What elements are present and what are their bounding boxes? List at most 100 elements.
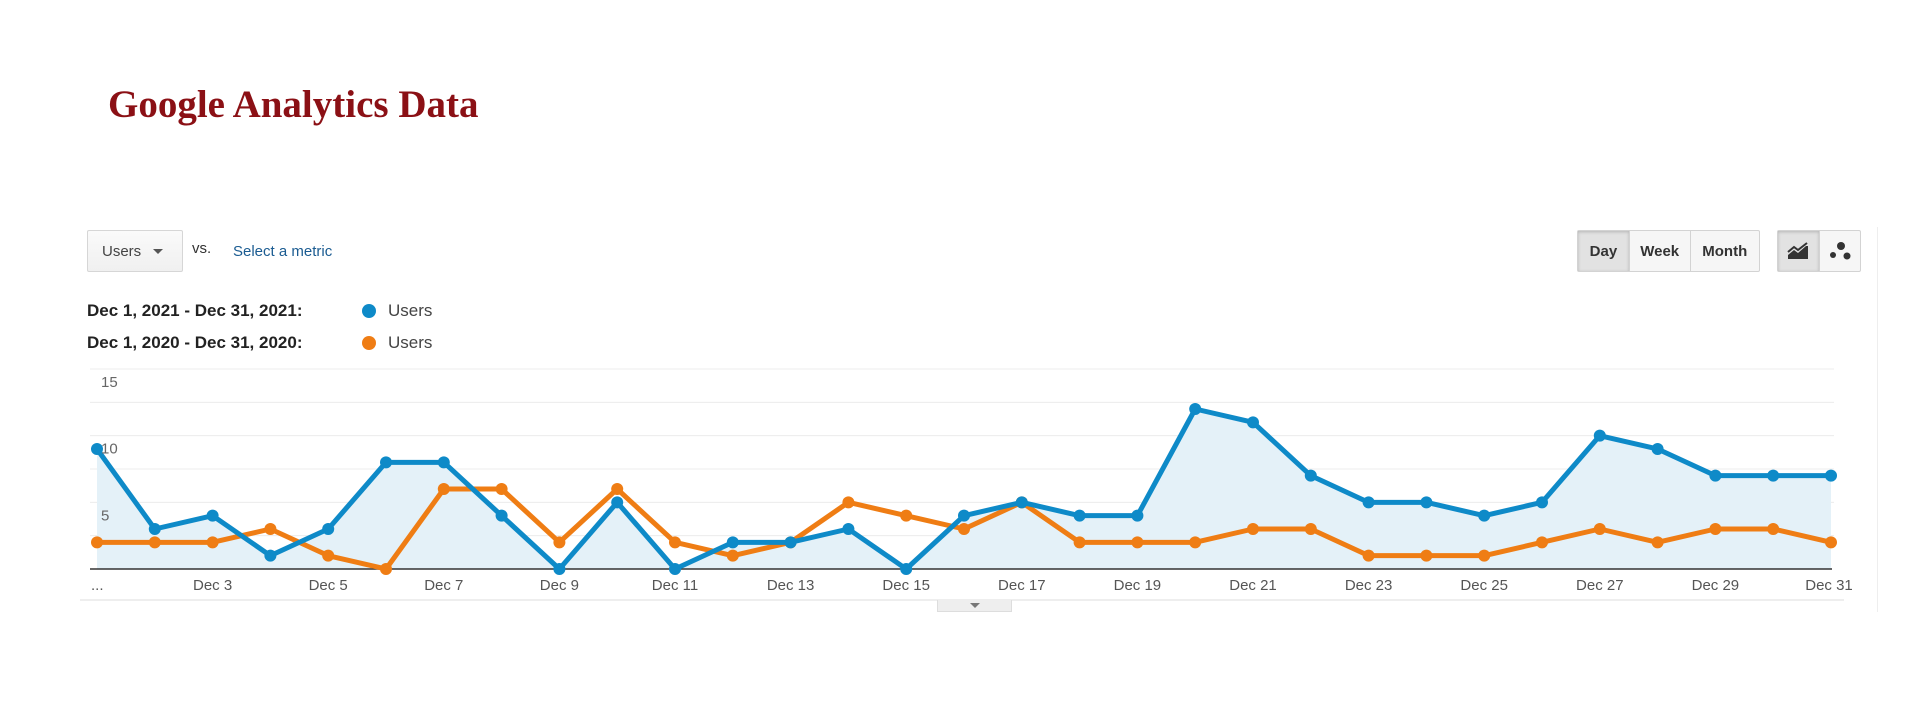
metric-dropdown[interactable]: Users (87, 230, 183, 272)
chevron-down-icon (153, 248, 164, 254)
data-point (380, 456, 392, 469)
data-point (1825, 469, 1837, 482)
data-point (148, 523, 161, 535)
data-point (842, 523, 855, 535)
data-point (1651, 536, 1664, 549)
x-tick-label: Dec 9 (540, 577, 579, 594)
x-tick-label: Dec 21 (1229, 577, 1277, 594)
legend-label: Users (388, 301, 433, 320)
data-point (495, 483, 508, 495)
metric-dropdown-label: Users (102, 242, 142, 260)
data-point (1362, 496, 1375, 509)
data-point (958, 523, 970, 535)
data-point (437, 483, 450, 495)
data-point (91, 536, 103, 549)
legend-item-2020: Dec 1, 2020 - Dec 31, 2020: Users (87, 333, 432, 353)
data-point (900, 563, 913, 575)
data-point (1536, 496, 1548, 509)
series-area (97, 409, 1831, 569)
granularity-toggle: Day Week Month (1577, 230, 1760, 272)
data-point (1651, 443, 1664, 455)
legend-dot-icon (362, 304, 376, 318)
data-point (1015, 496, 1028, 509)
data-point (1767, 523, 1780, 535)
x-tick-label: Dec 23 (1345, 577, 1393, 594)
vs-label: vs. (192, 240, 212, 257)
data-point (1247, 416, 1259, 429)
page-title: Google Analytics Data (108, 83, 479, 126)
data-point (1536, 536, 1548, 549)
data-point (264, 523, 277, 535)
data-point (1189, 403, 1202, 415)
data-point (322, 549, 335, 562)
x-tick-label: Dec 29 (1692, 577, 1740, 594)
data-point (784, 536, 797, 549)
legend-label: Users (388, 333, 433, 352)
legend-range: Dec 1, 2020 - Dec 31, 2020: (87, 333, 303, 352)
data-point (1593, 429, 1606, 442)
select-metric-link[interactable]: Select a metric (233, 243, 333, 260)
data-point (669, 536, 681, 549)
x-tick-label: Dec 27 (1576, 577, 1624, 594)
data-point (1420, 549, 1433, 562)
data-point (611, 483, 624, 495)
chart-type-toggle (1777, 230, 1861, 272)
month-button[interactable]: Month (1702, 242, 1748, 260)
data-point (1709, 523, 1722, 535)
data-point (1073, 509, 1086, 522)
x-tick-label: Dec 13 (767, 577, 815, 594)
data-point (1420, 496, 1433, 509)
data-point (1825, 536, 1837, 549)
data-point (495, 509, 508, 522)
data-point (553, 563, 566, 575)
data-point (264, 549, 277, 562)
line-chart-icon (1787, 242, 1809, 259)
data-point (726, 549, 739, 562)
data-point (1131, 536, 1144, 549)
caret-down-icon (969, 603, 980, 608)
data-point (1304, 523, 1317, 535)
x-tick-label: Dec 19 (1114, 577, 1162, 594)
data-point (1247, 523, 1259, 535)
data-point (611, 496, 624, 509)
data-point (91, 443, 103, 455)
day-button[interactable]: Day (1578, 231, 1630, 271)
data-point (958, 509, 970, 522)
chart-collapse-toggle[interactable] (937, 600, 1012, 612)
data-point (322, 523, 335, 535)
data-point (1593, 523, 1606, 535)
data-point (1709, 469, 1722, 482)
data-point (553, 536, 566, 549)
legend-item-2021: Dec 1, 2021 - Dec 31, 2021: Users (87, 301, 432, 321)
x-tick-label: Dec 15 (882, 577, 930, 594)
data-point (1189, 536, 1202, 549)
data-point (842, 496, 855, 509)
data-point (1362, 549, 1375, 562)
x-tick-label: Dec 7 (424, 577, 463, 594)
data-point (148, 536, 161, 549)
x-tick-label: ... (91, 577, 104, 594)
data-point (1073, 536, 1086, 549)
x-tick-label: Dec 31 (1805, 577, 1853, 594)
data-point (1478, 549, 1491, 562)
data-point (206, 536, 219, 549)
data-point (1478, 509, 1491, 522)
data-point (380, 563, 392, 575)
y-tick-label: 15 (101, 374, 118, 391)
data-point (669, 563, 681, 575)
data-point (1131, 509, 1144, 522)
x-tick-label: Dec 5 (309, 577, 348, 594)
legend-dot-icon (362, 336, 376, 350)
motion-chart-button[interactable] (1820, 231, 1861, 271)
line-chart-button[interactable] (1778, 231, 1820, 271)
legend-range: Dec 1, 2021 - Dec 31, 2021: (87, 301, 303, 320)
week-button[interactable]: Week (1630, 231, 1691, 271)
x-tick-label: Dec 17 (998, 577, 1046, 594)
motion-chart-icon (1829, 242, 1851, 260)
data-point (1767, 469, 1780, 482)
y-tick-label: 10 (101, 441, 118, 458)
data-point (1304, 469, 1317, 482)
x-tick-label: Dec 25 (1460, 577, 1508, 594)
data-point (726, 536, 739, 549)
